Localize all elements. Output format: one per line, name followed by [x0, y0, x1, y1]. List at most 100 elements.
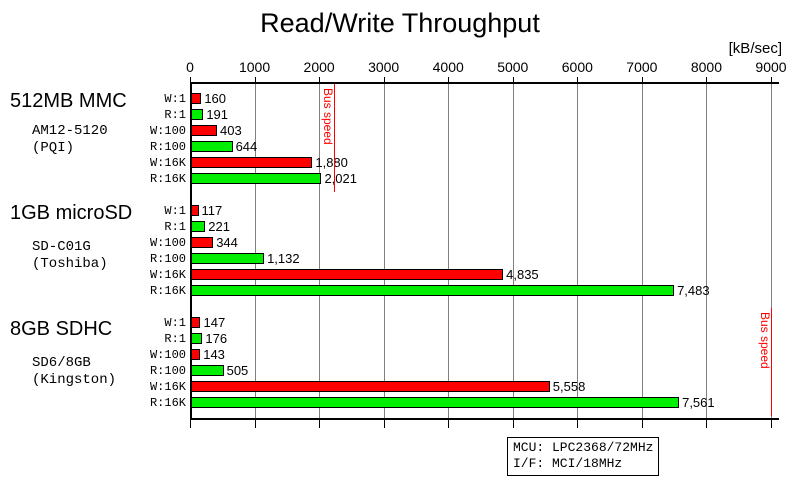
bar-value-label: 176 — [205, 331, 228, 346]
bar-row-label: R:16K — [149, 396, 186, 410]
bar — [191, 253, 265, 264]
x-tick-mark — [448, 77, 450, 83]
bar-value-label: 644 — [235, 139, 258, 154]
x-tick-label: 7000 — [626, 59, 658, 75]
bar-value-label: 403 — [220, 123, 242, 138]
x-tick-mark — [319, 77, 321, 83]
bar-row-label: R:100 — [149, 140, 186, 154]
x-tick-mark — [706, 77, 708, 83]
note-line-mcu: MCU: LPC2368/72MHz — [513, 440, 654, 455]
x-tick-mark — [448, 420, 450, 428]
x-tick-mark — [190, 420, 191, 428]
bar-row-label: W:1 — [164, 92, 186, 106]
bar-value-label: 344 — [216, 235, 238, 250]
bar-row-label: R:1 — [164, 220, 186, 234]
y-axis-line — [190, 84, 192, 418]
bar — [191, 349, 201, 360]
x-tick-label: 1000 — [238, 59, 271, 75]
gridline — [641, 84, 643, 418]
gridline — [512, 84, 514, 418]
bar-row-label: W:16K — [149, 380, 186, 394]
bar — [191, 381, 550, 392]
x-tick-mark — [319, 420, 321, 428]
bar — [191, 269, 504, 280]
bar-row-label: R:100 — [149, 252, 186, 266]
x-tick-mark — [254, 420, 256, 428]
x-tick-mark — [190, 77, 191, 83]
x-tick-label: 0 — [186, 59, 194, 75]
bar-row-label: W:16K — [149, 268, 186, 282]
bar-row-label: R:16K — [149, 172, 186, 186]
bus-speed-line — [333, 84, 335, 192]
bar — [191, 157, 313, 168]
bar — [191, 125, 218, 136]
group-vendor: (Toshiba) — [32, 256, 108, 272]
bar — [191, 397, 680, 408]
x-tick-mark — [383, 420, 385, 428]
gridline — [771, 84, 772, 418]
plot-area: W:1 160 R:1 191 W:100 403 R:100 644 W:16K 1,880 R:… — [150, 84, 772, 418]
chart-title: Read/Write Throughput — [260, 8, 540, 38]
bar — [191, 317, 201, 328]
group-title: 8GB SDHC — [10, 318, 113, 340]
gridline — [577, 84, 579, 418]
group-model: SD-C01G — [32, 239, 91, 255]
x-tick-mark — [641, 77, 643, 83]
bar-value-label: 191 — [206, 107, 229, 122]
bar — [191, 173, 322, 184]
group-vendor: (PQI) — [32, 140, 75, 156]
bar-value-label: 2,021 — [324, 171, 357, 186]
bar-row-label: R:1 — [164, 108, 186, 122]
bus-speed-label: Bus speed — [320, 88, 335, 145]
bus-speed-label: Bus speed — [758, 312, 772, 369]
group-model: AM12-5120 — [32, 123, 108, 139]
bar — [191, 205, 199, 216]
gridline — [254, 84, 256, 418]
bar-value-label: 1,880 — [315, 155, 348, 170]
bar-value-label: 143 — [203, 347, 225, 362]
x-tick-mark — [254, 77, 256, 83]
bar-row-label: R:100 — [149, 364, 186, 378]
unit-label: [kB/sec] — [728, 40, 782, 57]
note-line-if: I/F: MCI/18MHz — [513, 456, 623, 471]
bar-value-label: 117 — [201, 203, 223, 218]
bar-row-label: W:100 — [149, 236, 186, 250]
bar-row-label: W:100 — [149, 124, 186, 138]
x-tick-label: 9000 — [755, 59, 787, 75]
bus-speed-line — [771, 308, 772, 416]
gridline — [706, 84, 708, 418]
x-tick-mark — [512, 77, 514, 83]
bar-value-label: 147 — [203, 315, 226, 330]
bar-value-label: 4,835 — [506, 267, 539, 282]
bar-row-label: W:1 — [164, 204, 186, 218]
bar-value-label: 160 — [204, 91, 227, 106]
x-tick-mark — [383, 77, 385, 83]
bar-row-label: R:1 — [164, 332, 186, 346]
x-tick-mark — [771, 420, 772, 428]
gridline — [448, 84, 450, 418]
x-tick-label: 4000 — [432, 59, 464, 75]
bar-row-label: W:1 — [164, 316, 186, 330]
bar-row-label: W:16K — [149, 156, 186, 170]
bar — [191, 221, 206, 232]
bar — [191, 285, 675, 296]
group-model: SD6/8GB — [32, 355, 91, 371]
x-axis-top-rule — [190, 82, 779, 84]
x-tick-mark — [641, 420, 643, 428]
bar-value-label: 1,132 — [267, 251, 300, 266]
bar — [191, 93, 202, 104]
group-title: 1GB microSD — [10, 202, 133, 224]
bar-value-label: 5,558 — [552, 379, 586, 394]
system-note-box: MCU: LPC2368/72MHz I/F: MCI/18MHz — [507, 437, 660, 476]
x-tick-mark — [512, 420, 514, 428]
gridline — [319, 84, 321, 418]
bar-value-label: 7,561 — [682, 395, 715, 410]
bar-row-label: W:100 — [149, 348, 186, 362]
bar-value-label: 7,483 — [677, 283, 710, 298]
bar-value-label: 221 — [208, 219, 230, 234]
x-tick-label: 8000 — [690, 59, 723, 75]
x-tick-mark — [577, 77, 579, 83]
bar — [191, 237, 214, 248]
group-vendor: (Kingston) — [32, 372, 117, 388]
